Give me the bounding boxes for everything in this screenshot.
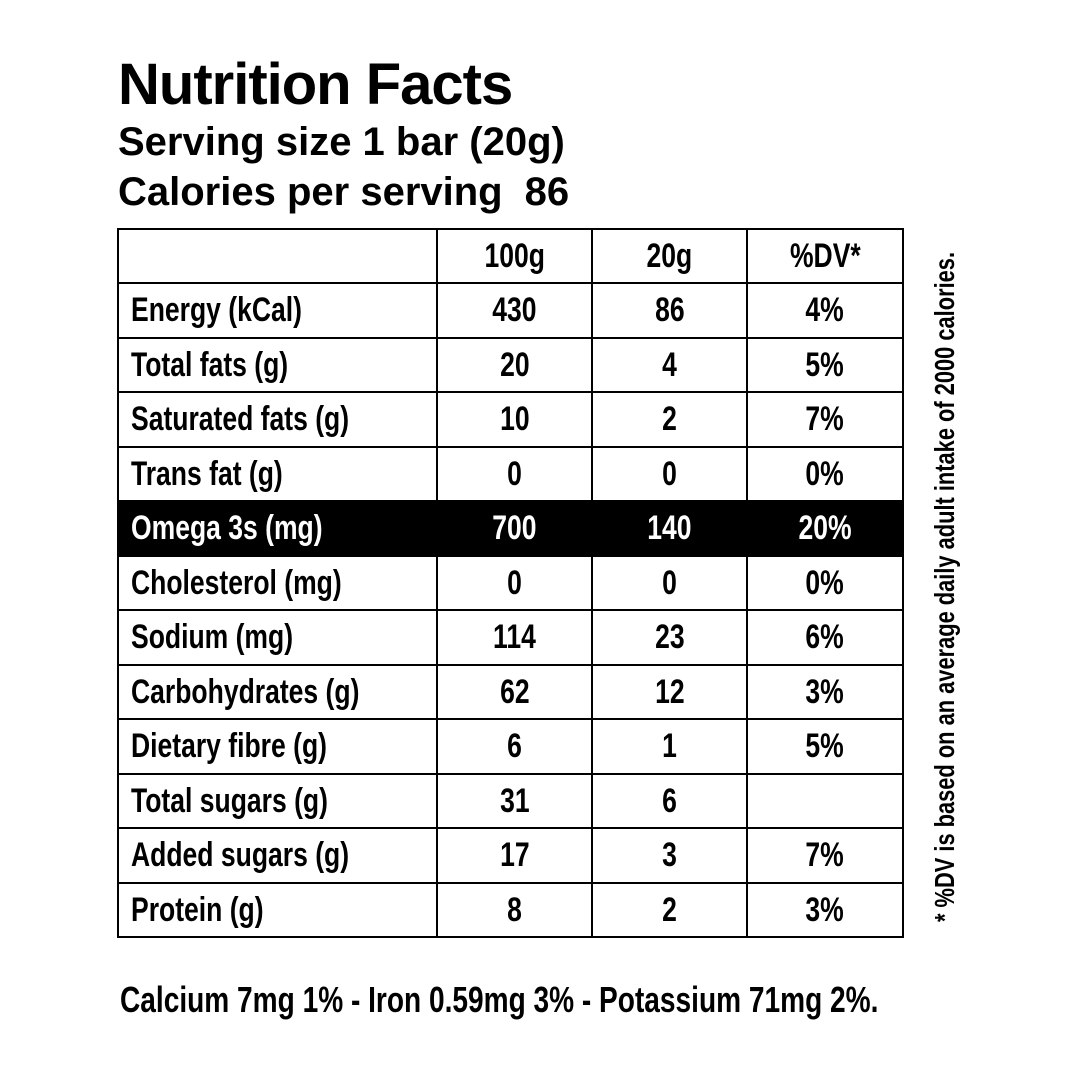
value-dv: 6% bbox=[746, 609, 904, 666]
table-row: Trans fat (g) 0 0 0% bbox=[117, 445, 904, 502]
table-row: Saturated fats (g) 10 2 7% bbox=[117, 391, 904, 448]
nutrient-label: Cholesterol (mg) bbox=[117, 554, 438, 611]
table-row: Dietary fibre (g) 6 1 5% bbox=[117, 718, 904, 775]
value-per-serving: 3 bbox=[591, 827, 748, 884]
value-dv: 3% bbox=[746, 663, 904, 720]
table-row: Added sugars (g) 17 3 7% bbox=[117, 827, 904, 884]
calories-per-serving: Calories per serving 86 bbox=[118, 168, 569, 216]
table-row: Total sugars (g) 31 6 bbox=[117, 772, 904, 829]
value-dv bbox=[746, 772, 904, 829]
header-cell-serving: 20g bbox=[591, 228, 748, 284]
table-row: Protein (g) 8 2 3% bbox=[117, 881, 904, 938]
value-per-serving: 140 bbox=[591, 500, 748, 557]
value-dv: 4% bbox=[746, 282, 904, 339]
table-row: Total fats (g) 20 4 5% bbox=[117, 336, 904, 393]
value-per-serving: 4 bbox=[591, 336, 748, 393]
serving-size-text: Serving size 1 bar (20g) bbox=[118, 120, 565, 164]
value-per-100g: 8 bbox=[436, 881, 593, 938]
nutrient-label: Carbohydrates (g) bbox=[117, 663, 438, 720]
value-per-serving: 1 bbox=[591, 718, 748, 775]
serving-size: Serving size 1 bar (20g) bbox=[118, 118, 565, 166]
calories-label: Calories per serving bbox=[118, 170, 503, 214]
nutrient-label: Dietary fibre (g) bbox=[117, 718, 438, 775]
value-dv: 3% bbox=[746, 881, 904, 938]
nutrient-label: Total sugars (g) bbox=[117, 772, 438, 829]
value-per-100g: 10 bbox=[436, 391, 593, 448]
value-per-serving: 2 bbox=[591, 881, 748, 938]
nutrient-label: Total fats (g) bbox=[117, 336, 438, 393]
value-per-serving: 86 bbox=[591, 282, 748, 339]
table-row: Carbohydrates (g) 62 12 3% bbox=[117, 663, 904, 720]
value-per-100g: 0 bbox=[436, 445, 593, 502]
value-per-100g: 31 bbox=[436, 772, 593, 829]
value-dv: 20% bbox=[746, 500, 904, 557]
value-per-100g: 114 bbox=[436, 609, 593, 666]
table-row: Omega 3s (mg) 700 140 20% bbox=[117, 500, 904, 557]
header-cell-blank bbox=[117, 228, 438, 284]
value-per-serving: 23 bbox=[591, 609, 748, 666]
table-header-row: 100g 20g %DV* bbox=[117, 228, 904, 284]
calories-value: 86 bbox=[524, 170, 570, 214]
value-per-100g: 6 bbox=[436, 718, 593, 775]
minerals-line: Calcium 7mg 1% - Iron 0.59mg 3% - Potass… bbox=[120, 978, 1080, 1022]
nutrient-label: Omega 3s (mg) bbox=[117, 500, 438, 557]
nutrient-label: Protein (g) bbox=[117, 881, 438, 938]
table-row: Cholesterol (mg) 0 0 0% bbox=[117, 554, 904, 611]
nutrient-label: Sodium (mg) bbox=[117, 609, 438, 666]
minerals-text: Calcium 7mg 1% - Iron 0.59mg 3% - Potass… bbox=[120, 979, 879, 1020]
value-per-100g: 20 bbox=[436, 336, 593, 393]
value-dv: 0% bbox=[746, 445, 904, 502]
nutrition-table: 100g 20g %DV* Energy (kCal) 430 86 4% Total … bbox=[117, 228, 904, 938]
value-per-100g: 62 bbox=[436, 663, 593, 720]
value-per-serving: 0 bbox=[591, 445, 748, 502]
value-per-100g: 700 bbox=[436, 500, 593, 557]
dv-footnote-text: * %DV is based on an average daily adult… bbox=[929, 251, 960, 923]
value-dv: 5% bbox=[746, 718, 904, 775]
value-dv: 7% bbox=[746, 827, 904, 884]
header-cell-100g: 100g bbox=[436, 228, 593, 284]
nutrient-label: Added sugars (g) bbox=[117, 827, 438, 884]
value-dv: 5% bbox=[746, 336, 904, 393]
nutrient-label: Trans fat (g) bbox=[117, 445, 438, 502]
value-per-serving: 0 bbox=[591, 554, 748, 611]
value-per-100g: 0 bbox=[436, 554, 593, 611]
nutrient-label: Energy (kCal) bbox=[117, 282, 438, 339]
value-per-100g: 17 bbox=[436, 827, 593, 884]
value-dv: 7% bbox=[746, 391, 904, 448]
value-per-serving: 2 bbox=[591, 391, 748, 448]
value-per-100g: 430 bbox=[436, 282, 593, 339]
header-cell-dv: %DV* bbox=[746, 228, 904, 284]
table-row: Energy (kCal) 430 86 4% bbox=[117, 282, 904, 339]
value-per-serving: 12 bbox=[591, 663, 748, 720]
nutrient-label: Saturated fats (g) bbox=[117, 391, 438, 448]
table-row: Sodium (mg) 114 23 6% bbox=[117, 609, 904, 666]
value-dv: 0% bbox=[746, 554, 904, 611]
page-title: Nutrition Facts bbox=[118, 52, 513, 117]
value-per-serving: 6 bbox=[591, 772, 748, 829]
